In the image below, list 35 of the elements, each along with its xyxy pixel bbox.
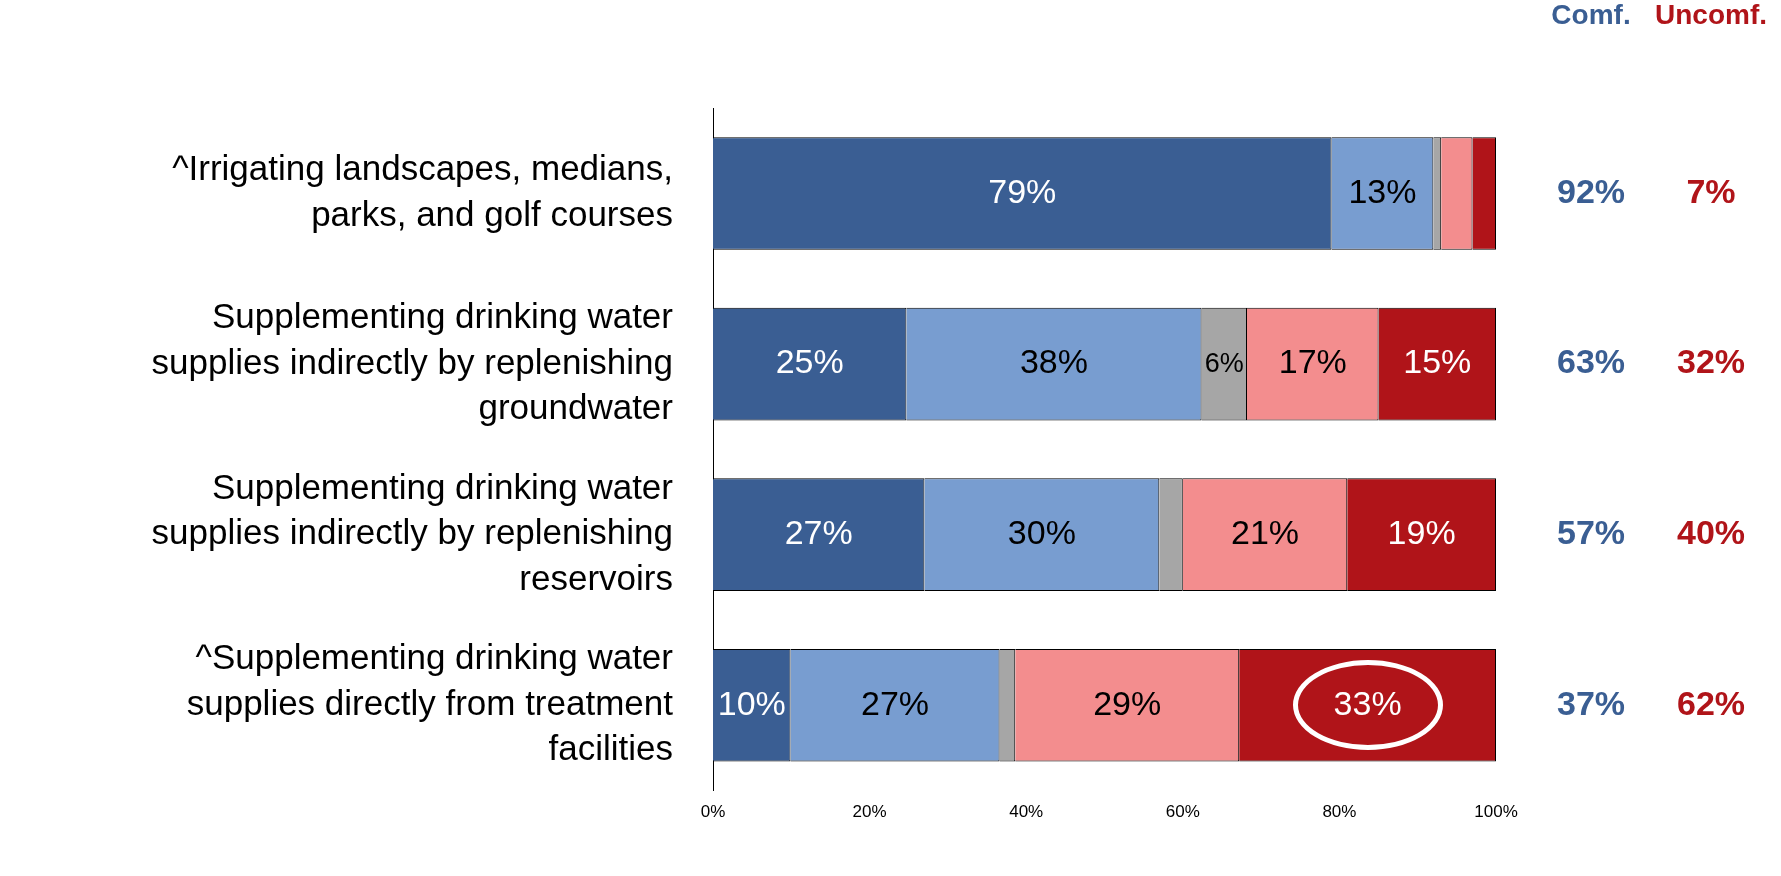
data-label: 33% — [1333, 683, 1402, 722]
y-tick-label: ^Irrigating landscapes, medians, parks, and golf courses — [172, 148, 673, 233]
data-label: 19% — [1387, 513, 1456, 552]
text: Uncomf. — [1655, 0, 1767, 30]
data-label: 15% — [1403, 342, 1472, 381]
data-label: 79% — [988, 171, 1057, 210]
y-tick-label: ^Supplementing drinking water supplies directly from treatment facilities — [186, 637, 674, 768]
x-tick-label: 80% — [1322, 802, 1357, 822]
x-tick-label: 20% — [852, 802, 887, 822]
text: 63% — [1556, 342, 1626, 381]
data-label: 10% — [717, 683, 786, 722]
x-tick-label: 100% — [1474, 802, 1518, 822]
data-label: 17% — [1278, 342, 1347, 381]
data-label: 13% — [1348, 171, 1417, 210]
data-label: 25% — [775, 342, 844, 381]
data-label: 38% — [1019, 342, 1089, 381]
text: Comf. — [1551, 0, 1631, 30]
x-tick-label: 60% — [1165, 802, 1200, 822]
x-tick-label: 40% — [1009, 802, 1044, 822]
text: 40% — [1676, 513, 1746, 552]
data-label: 27% — [784, 513, 853, 552]
data-label: 27% — [861, 683, 930, 722]
x-tick-label: 0% — [700, 802, 726, 822]
data-label: 21% — [1230, 513, 1300, 552]
text: 32% — [1676, 342, 1746, 381]
data-label: 30% — [1007, 513, 1076, 552]
text: 37% — [1556, 683, 1626, 722]
text: 92% — [1556, 171, 1626, 210]
data-label: 29% — [1093, 683, 1162, 722]
text: 57% — [1556, 513, 1626, 552]
y-tick-label: Supplementing drinking water supplies indirectly by replenishing reservoirs — [151, 466, 674, 597]
text: 62% — [1676, 683, 1746, 722]
data-label: 6% — [1204, 347, 1244, 378]
text: 7% — [1686, 171, 1736, 210]
y-tick-label: Supplementing drinking water supplies indirectly by replenishing groundwater — [151, 296, 674, 427]
